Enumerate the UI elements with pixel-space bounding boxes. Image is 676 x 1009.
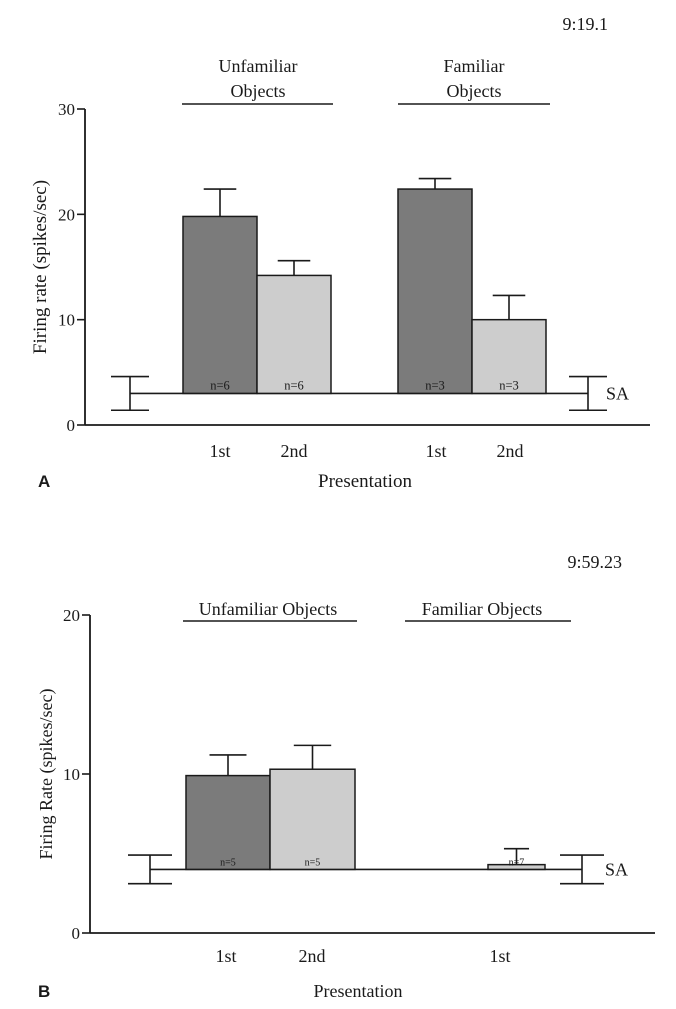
panel-b-x-axis-label: Presentation <box>314 981 403 1001</box>
panel-a-y-axis-label: Firing rate (spikes/sec) <box>30 180 51 354</box>
panel-a-bar-g1-1st-category-label: 1st <box>209 441 230 461</box>
panel-a-y-tick-label-2: 20 <box>58 205 75 224</box>
panel-b-bar-g2-1st <box>487 863 546 871</box>
panel-b-bar-g1-1st-category-label: 1st <box>215 946 236 966</box>
panel-a-bar-g2-2nd <box>471 318 547 395</box>
panel-b-bar-g1-1st <box>185 774 271 871</box>
panel-a-bar-g2-1st-category-label: 1st <box>425 441 446 461</box>
panel-b-bar-g1-2nd-n-label: n=5 <box>305 857 321 868</box>
panel-a-bar-g1-2nd-n-label: n=6 <box>284 378 304 392</box>
panel-b-y-tick-label-0: 0 <box>72 924 81 943</box>
panel-a-group-2-label-line-1: Familiar <box>444 56 505 76</box>
panel-a-bar-g1-2nd <box>256 274 332 395</box>
panel-a-bar-g2-2nd-n-label: n=3 <box>499 378 519 392</box>
panel-b-cell-id: 9:59.23 <box>567 552 622 572</box>
panel-a-group-1-label-line-1: Unfamiliar <box>219 56 298 76</box>
panel-a-bar-g1-2nd-category-label: 2nd <box>281 441 308 461</box>
panel-a-x-axis-label: Presentation <box>318 471 412 492</box>
panel-b-bar-g1-1st-n-label: n=5 <box>220 857 236 868</box>
panel-a-bar-g2-2nd-category-label: 2nd <box>497 441 524 461</box>
panel-a-bar-g1-1st <box>182 215 258 395</box>
panel-a-cell-id: 9:19.1 <box>562 14 608 34</box>
panel-a-bar-g1-1st-n-label: n=6 <box>210 378 230 392</box>
panel-a-y-tick-label-3: 30 <box>58 100 75 119</box>
panel-a-group-1-label-line-2: Objects <box>231 81 286 101</box>
panel-b-bar-g2-1st-n-label: n=7 <box>509 857 525 868</box>
panel-b-bar-g1-2nd <box>269 768 356 871</box>
panel-a-chart: 0 10 20 30 Firing rate (spikes/sec) Presentat… <box>30 14 650 492</box>
panel-a-baseline-label: SA <box>606 383 629 403</box>
panel-a-y-tick-label-0: 0 <box>67 416 76 435</box>
panel-b-panel-letter: B <box>38 982 50 1001</box>
panel-a-y-tick-label-1: 10 <box>58 311 75 330</box>
panel-b-bar-g1-2nd-category-label: 2nd <box>299 946 326 966</box>
panel-b-y-axis-label: Firing Rate (spikes/sec) <box>36 689 57 860</box>
panel-b-y-tick-label-2: 20 <box>63 606 80 625</box>
panel-b-chart: 0 10 20 Firing Rate (spikes/sec) Presentatio… <box>36 552 655 1001</box>
panel-a-panel-letter: A <box>38 472 50 491</box>
panel-b-baseline-label: SA <box>605 859 628 879</box>
panel-a-bar-g2-1st <box>397 188 473 395</box>
panel-b-group-2-label-line-1: Familiar Objects <box>422 599 542 619</box>
panel-a-group-2-label-line-2: Objects <box>447 81 502 101</box>
panel-b-y-tick-label-1: 10 <box>63 765 80 784</box>
panel-b-group-1-label-line-1: Unfamiliar Objects <box>199 599 337 619</box>
panel-b-bar-g2-1st-category-label: 1st <box>489 946 510 966</box>
panel-a-bar-g2-1st-n-label: n=3 <box>425 378 445 392</box>
